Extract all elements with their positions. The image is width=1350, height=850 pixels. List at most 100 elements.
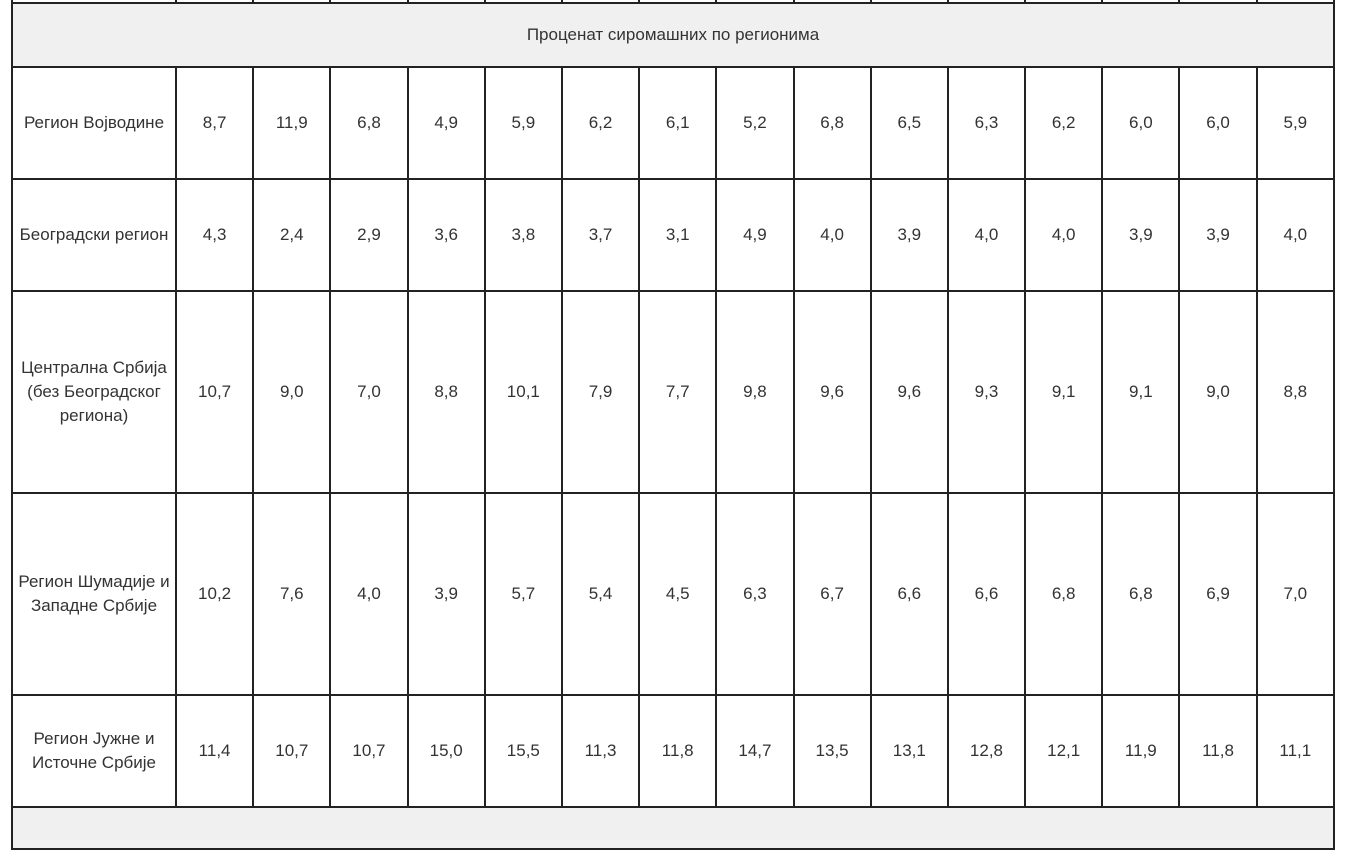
region-name: Централна Србија (без Београдског регион…	[11, 290, 177, 494]
value-cell: 6,1	[638, 66, 718, 180]
region-name: Београдски регион	[11, 178, 177, 292]
value-cell: 4,0	[329, 492, 409, 696]
value-cell: 4,9	[715, 178, 795, 292]
value-cell: 4,5	[638, 492, 718, 696]
value-cell: 4,0	[792, 178, 872, 292]
value-cell: 6,6	[946, 492, 1027, 696]
table-cell	[946, 0, 1027, 4]
value-cell: 8,7	[174, 66, 255, 180]
value-cell: 10,1	[483, 290, 563, 494]
value-cell: 5,7	[483, 492, 563, 696]
value-cell: 7,9	[560, 290, 641, 494]
value-cell: 4,9	[406, 66, 486, 180]
value-cell: 4,3	[174, 178, 255, 292]
value-cell: 4,0	[946, 178, 1027, 292]
value-cell: 4,0	[1024, 178, 1104, 292]
value-cell: 6,3	[715, 492, 795, 696]
value-cell: 9,0	[252, 290, 332, 494]
truncated-row	[11, 0, 1336, 4]
value-cell: 13,1	[869, 694, 949, 808]
table-cell	[638, 0, 718, 4]
table-cell	[792, 0, 872, 4]
table-cell	[329, 0, 409, 4]
value-cell: 11,4	[174, 694, 255, 808]
table-row: Централна Србија (без Београдског регион…	[11, 290, 1336, 494]
value-cell: 6,8	[1101, 492, 1181, 696]
table-row: Београдски регион 4,3 2,4 2,9 3,6 3,8 3,7 3,1 4,…	[11, 178, 1336, 292]
value-cell: 6,8	[792, 66, 872, 180]
value-cell: 10,7	[329, 694, 409, 808]
table-cell	[869, 0, 949, 4]
value-cell: 7,0	[1255, 492, 1336, 696]
value-cell: 5,9	[1255, 66, 1336, 180]
value-cell: 9,1	[1024, 290, 1104, 494]
value-cell: 7,6	[252, 492, 332, 696]
region-name: Регион Војводине	[11, 66, 177, 180]
value-cell: 6,2	[1024, 66, 1104, 180]
poverty-by-region-table: Проценат сиромашних по регионима Регион …	[11, 0, 1336, 850]
value-cell: 11,9	[1101, 694, 1181, 808]
value-cell: 9,6	[869, 290, 949, 494]
region-name: Регион Шумадије и Западне Србије	[11, 492, 177, 696]
value-cell: 6,8	[329, 66, 409, 180]
value-cell: 11,1	[1255, 694, 1336, 808]
value-cell: 13,5	[792, 694, 872, 808]
value-cell: 7,7	[638, 290, 718, 494]
value-cell: 9,3	[946, 290, 1027, 494]
value-cell: 3,9	[406, 492, 486, 696]
value-cell: 10,7	[174, 290, 255, 494]
value-cell: 3,9	[1101, 178, 1181, 292]
region-name: Регион Јужне и Источне Србије	[11, 694, 177, 808]
value-cell: 11,8	[1178, 694, 1258, 808]
table-cell	[11, 806, 1335, 850]
value-cell: 6,6	[869, 492, 949, 696]
table-cell	[715, 0, 795, 4]
value-cell: 3,8	[483, 178, 563, 292]
value-cell: 2,9	[329, 178, 409, 292]
value-cell: 8,8	[406, 290, 486, 494]
table-row: Регион Јужне и Источне Србије 11,4 10,7 10,…	[11, 694, 1336, 808]
table-cell	[252, 0, 332, 4]
value-cell: 6,5	[869, 66, 949, 180]
table-row: Регион Шумадије и Западне Србије 10,2 7,6 4…	[11, 492, 1336, 696]
value-cell: 3,9	[1178, 178, 1258, 292]
table-cell	[1024, 0, 1104, 4]
table-cell	[406, 0, 486, 4]
value-cell: 15,5	[483, 694, 563, 808]
value-cell: 10,7	[252, 694, 332, 808]
section-title: Проценат сиромашних по регионима	[11, 2, 1335, 68]
table-cell	[1178, 0, 1258, 4]
value-cell: 7,0	[329, 290, 409, 494]
value-cell: 9,0	[1178, 290, 1258, 494]
value-cell: 10,2	[174, 492, 255, 696]
value-cell: 9,1	[1101, 290, 1181, 494]
next-section-row	[11, 806, 1335, 850]
table-cell	[174, 0, 255, 4]
value-cell: 3,9	[869, 178, 949, 292]
table-cell	[560, 0, 641, 4]
value-cell: 6,0	[1178, 66, 1258, 180]
value-cell: 5,9	[483, 66, 563, 180]
table-cell	[483, 0, 563, 4]
value-cell: 4,0	[1255, 178, 1336, 292]
value-cell: 5,2	[715, 66, 795, 180]
value-cell: 8,8	[1255, 290, 1336, 494]
value-cell: 11,8	[638, 694, 718, 808]
value-cell: 3,6	[406, 178, 486, 292]
value-cell: 3,1	[638, 178, 718, 292]
table-row: Регион Војводине 8,7 11,9 6,8 4,9 5,9 6,2 6,1 5,…	[11, 66, 1336, 180]
table-cell	[1255, 0, 1336, 4]
value-cell: 6,3	[946, 66, 1027, 180]
value-cell: 9,6	[792, 290, 872, 494]
section-header-row: Проценат сиромашних по регионима	[11, 2, 1335, 68]
value-cell: 6,0	[1101, 66, 1181, 180]
value-cell: 2,4	[252, 178, 332, 292]
value-cell: 6,2	[560, 66, 641, 180]
value-cell: 5,4	[560, 492, 641, 696]
value-cell: 11,9	[252, 66, 332, 180]
value-cell: 3,7	[560, 178, 641, 292]
value-cell: 11,3	[560, 694, 641, 808]
value-cell: 6,8	[1024, 492, 1104, 696]
value-cell: 6,7	[792, 492, 872, 696]
value-cell: 12,1	[1024, 694, 1104, 808]
